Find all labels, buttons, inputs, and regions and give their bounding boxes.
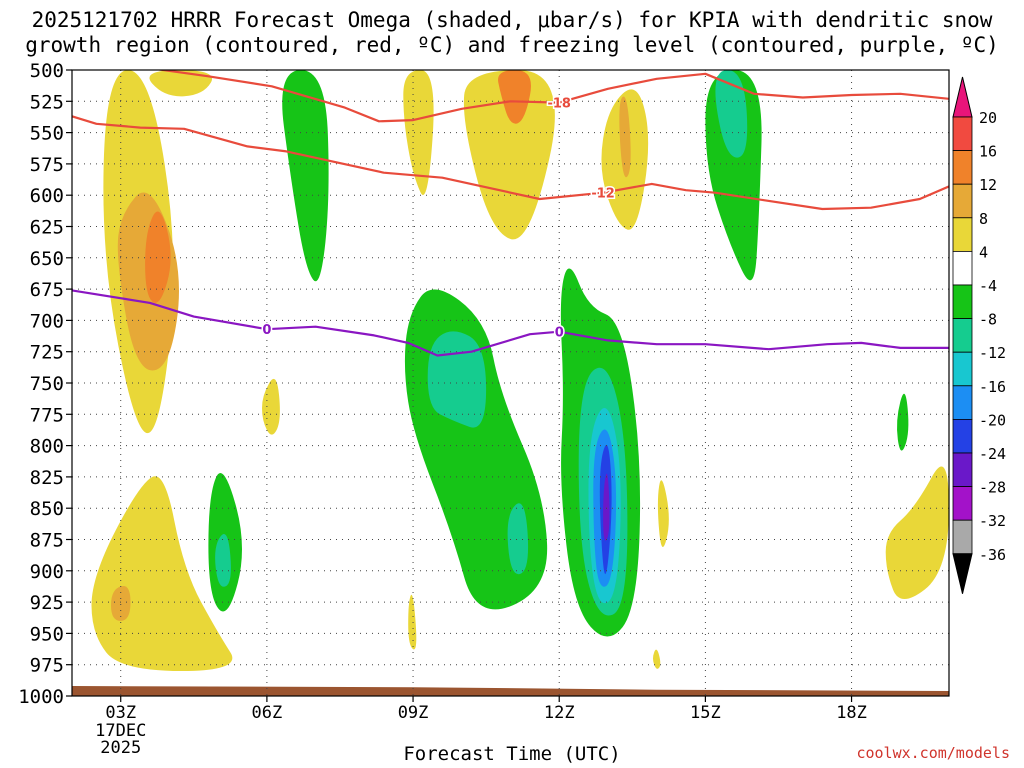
omega-shaded-area bbox=[657, 480, 669, 548]
omega-shaded-area bbox=[897, 393, 909, 451]
y-tick-label: 1000 bbox=[18, 686, 64, 708]
y-tick-label: 625 bbox=[30, 217, 64, 239]
chart-title-line1: 2025121702 HRRR Forecast Omega (shaded, … bbox=[31, 8, 993, 32]
colorbar-tick-label: -32 bbox=[979, 512, 1006, 530]
omega-shaded-area bbox=[215, 534, 231, 587]
colorbar-tick-label: -16 bbox=[979, 378, 1006, 396]
omega-shaded-area bbox=[145, 211, 171, 303]
omega-shaded-area bbox=[715, 70, 748, 158]
x-tick-label: 15Z bbox=[690, 703, 721, 723]
colorbar-swatch bbox=[952, 217, 973, 252]
freezing-level-line-label: 0 bbox=[262, 323, 271, 338]
omega-shaded-area bbox=[111, 585, 131, 621]
y-tick-label: 600 bbox=[30, 185, 64, 207]
colorbar-tick-label: -24 bbox=[979, 445, 1006, 463]
y-tick-label: 825 bbox=[30, 467, 64, 489]
colorbar-swatch bbox=[952, 183, 973, 219]
omega-shaded-area bbox=[498, 70, 531, 124]
x-tick-label: 03Z bbox=[105, 703, 136, 723]
colorbar-swatch-over bbox=[952, 76, 973, 118]
y-tick-label: 800 bbox=[30, 436, 64, 458]
colorbar-tick-label: -28 bbox=[979, 479, 1006, 497]
omega-shaded-area bbox=[91, 476, 233, 671]
x-tick-label: 18Z bbox=[836, 703, 867, 723]
colorbar-tick-label: -4 bbox=[979, 277, 997, 295]
colorbar-swatch bbox=[952, 519, 973, 555]
colorbar-swatch bbox=[952, 318, 973, 353]
colorbar-tick-label: -36 bbox=[979, 546, 1006, 564]
colorbar-tick-label: -12 bbox=[979, 344, 1006, 362]
y-tick-label: 950 bbox=[30, 623, 64, 645]
freezing-level-line bbox=[72, 289, 949, 357]
y-tick-label: 900 bbox=[30, 561, 64, 583]
x-tick-label: 09Z bbox=[398, 703, 429, 723]
colorbar-tick-label: 20 bbox=[979, 109, 997, 127]
colorbar-swatch bbox=[952, 385, 973, 420]
y-tick-label: 725 bbox=[30, 342, 64, 364]
omega-shaded-area bbox=[282, 70, 329, 282]
y-tick-label: 700 bbox=[30, 310, 64, 332]
colorbar-swatch bbox=[952, 284, 973, 319]
colorbar-swatch bbox=[952, 418, 973, 454]
colorbar-swatch bbox=[952, 452, 973, 487]
y-tick-label: 750 bbox=[30, 373, 64, 395]
colorbar-tick-label: 12 bbox=[979, 176, 997, 194]
x-tick-date-label: 2025 bbox=[100, 738, 141, 758]
colorbar-swatch-under bbox=[952, 553, 973, 594]
omega-shaded-area bbox=[603, 473, 610, 541]
omega-shaded-area bbox=[653, 649, 661, 669]
y-tick-label: 500 bbox=[30, 60, 64, 82]
omega-shaded-area bbox=[619, 96, 631, 178]
isotherm-minus12-line-label: -12 bbox=[591, 187, 615, 202]
colorbar-swatch bbox=[952, 116, 973, 151]
y-tick-label: 875 bbox=[30, 530, 64, 552]
freezing-level-line-label: 0 bbox=[555, 326, 564, 341]
y-tick-label: 675 bbox=[30, 279, 64, 301]
x-tick-label: 06Z bbox=[252, 703, 283, 723]
colorbar-tick-label: -20 bbox=[979, 411, 1006, 429]
isotherm-minus12-line bbox=[72, 115, 949, 211]
colorbar-swatch bbox=[952, 351, 973, 387]
isotherm-minus18-line bbox=[155, 70, 949, 123]
chart-title-line2: growth region (contoured, red, ºC) and f… bbox=[25, 33, 999, 57]
y-tick-label: 575 bbox=[30, 154, 64, 176]
colorbar-swatch bbox=[952, 486, 973, 521]
isotherm-minus18-line-label: -18 bbox=[547, 97, 571, 112]
omega-shaded-area bbox=[507, 503, 529, 575]
x-tick-date-label: 17DEC bbox=[95, 721, 146, 741]
ground-surface bbox=[72, 686, 949, 696]
y-tick-label: 850 bbox=[30, 498, 64, 520]
colorbar-swatch bbox=[952, 150, 973, 185]
x-tick-label: 12Z bbox=[544, 703, 575, 723]
omega-shaded-area bbox=[408, 594, 417, 650]
omega-shaded-area bbox=[262, 378, 280, 435]
y-tick-label: 775 bbox=[30, 404, 64, 426]
y-tick-label: 525 bbox=[30, 91, 64, 113]
colorbar-tick-label: 8 bbox=[979, 210, 988, 228]
x-axis-title: Forecast Time (UTC) bbox=[403, 743, 621, 765]
y-tick-label: 925 bbox=[30, 592, 64, 614]
colorbar-tick-label: -8 bbox=[979, 311, 997, 329]
y-tick-label: 975 bbox=[30, 655, 64, 677]
y-tick-label: 650 bbox=[30, 248, 64, 270]
colorbar-tick-label: 16 bbox=[979, 143, 997, 161]
omega-shaded-area bbox=[149, 70, 213, 97]
colorbar-swatch bbox=[952, 250, 973, 286]
colorbar-tick-label: 4 bbox=[979, 243, 988, 261]
site-credit: coolwx.com/models bbox=[856, 744, 1010, 762]
y-tick-label: 550 bbox=[30, 123, 64, 145]
omega-shaded-area bbox=[885, 466, 949, 599]
